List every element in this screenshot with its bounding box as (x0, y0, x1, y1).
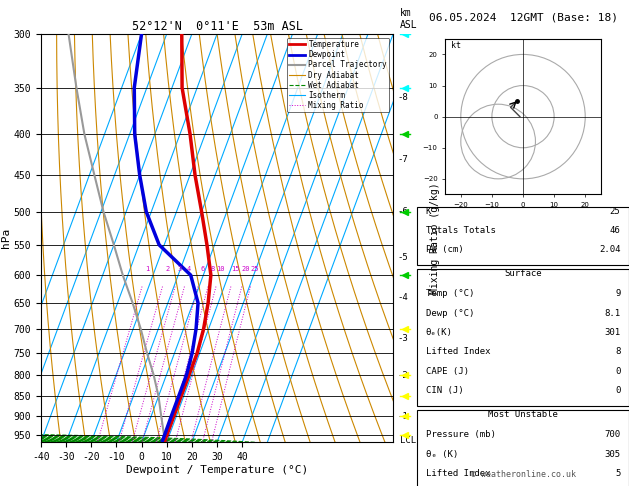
Text: -8: -8 (398, 93, 408, 102)
Text: 305: 305 (604, 450, 621, 459)
Text: PW (cm): PW (cm) (425, 245, 463, 255)
Text: LCL: LCL (400, 436, 416, 445)
Text: 06.05.2024  12GMT (Base: 18): 06.05.2024 12GMT (Base: 18) (428, 12, 618, 22)
Text: Mixing Ratio (g/kg): Mixing Ratio (g/kg) (430, 182, 440, 294)
Text: -5: -5 (398, 253, 408, 262)
Bar (417, 207, 629, 265)
Text: Dewp (°C): Dewp (°C) (425, 309, 474, 318)
Text: 9: 9 (615, 289, 621, 298)
Text: CAPE (J): CAPE (J) (425, 367, 469, 376)
Text: CIN (J): CIN (J) (425, 386, 463, 396)
Text: 8: 8 (211, 266, 214, 272)
Y-axis label: hPa: hPa (1, 228, 11, 248)
Text: 5: 5 (615, 469, 621, 478)
Text: θₑ (K): θₑ (K) (425, 450, 458, 459)
Text: 25: 25 (250, 266, 259, 272)
Text: © weatheronline.co.uk: © weatheronline.co.uk (470, 469, 576, 479)
Text: kt: kt (452, 41, 462, 50)
Legend: Temperature, Dewpoint, Parcel Trajectory, Dry Adiabat, Wet Adiabat, Isotherm, Mi: Temperature, Dewpoint, Parcel Trajectory… (287, 38, 389, 112)
Title: 52°12'N  0°11'E  53m ASL: 52°12'N 0°11'E 53m ASL (131, 20, 303, 33)
Text: -1: -1 (398, 412, 408, 421)
Text: 8.1: 8.1 (604, 309, 621, 318)
Text: 6: 6 (201, 266, 205, 272)
Text: -2: -2 (398, 371, 408, 380)
Text: 8: 8 (615, 347, 621, 357)
Text: Lifted Index: Lifted Index (425, 469, 490, 478)
Text: Most Unstable: Most Unstable (488, 410, 558, 419)
Text: -6: -6 (398, 207, 408, 216)
Text: -4: -4 (398, 293, 408, 302)
Text: Surface: Surface (504, 269, 542, 278)
Bar (417, 410, 629, 486)
Text: Totals Totals: Totals Totals (425, 226, 496, 235)
Text: 1: 1 (145, 266, 149, 272)
Text: 20: 20 (242, 266, 250, 272)
Text: 0: 0 (615, 367, 621, 376)
Text: 15: 15 (231, 266, 240, 272)
X-axis label: Dewpoint / Temperature (°C): Dewpoint / Temperature (°C) (126, 465, 308, 475)
Text: -7: -7 (398, 155, 408, 164)
Text: Pressure (mb): Pressure (mb) (425, 430, 496, 439)
Text: 0: 0 (615, 386, 621, 396)
Text: km
ASL: km ASL (400, 8, 418, 30)
Text: K: K (425, 207, 431, 216)
Text: Lifted Index: Lifted Index (425, 347, 490, 357)
Text: 3: 3 (178, 266, 182, 272)
Text: Temp (°C): Temp (°C) (425, 289, 474, 298)
Text: 10: 10 (216, 266, 225, 272)
Text: 25: 25 (610, 207, 621, 216)
Text: 4: 4 (187, 266, 191, 272)
Text: 46: 46 (610, 226, 621, 235)
Text: 700: 700 (604, 430, 621, 439)
Text: θₑ(K): θₑ(K) (425, 328, 452, 337)
Text: 301: 301 (604, 328, 621, 337)
Text: 2.04: 2.04 (599, 245, 621, 255)
Bar (417, 269, 629, 406)
Text: -3: -3 (398, 334, 408, 343)
Text: 2: 2 (165, 266, 169, 272)
